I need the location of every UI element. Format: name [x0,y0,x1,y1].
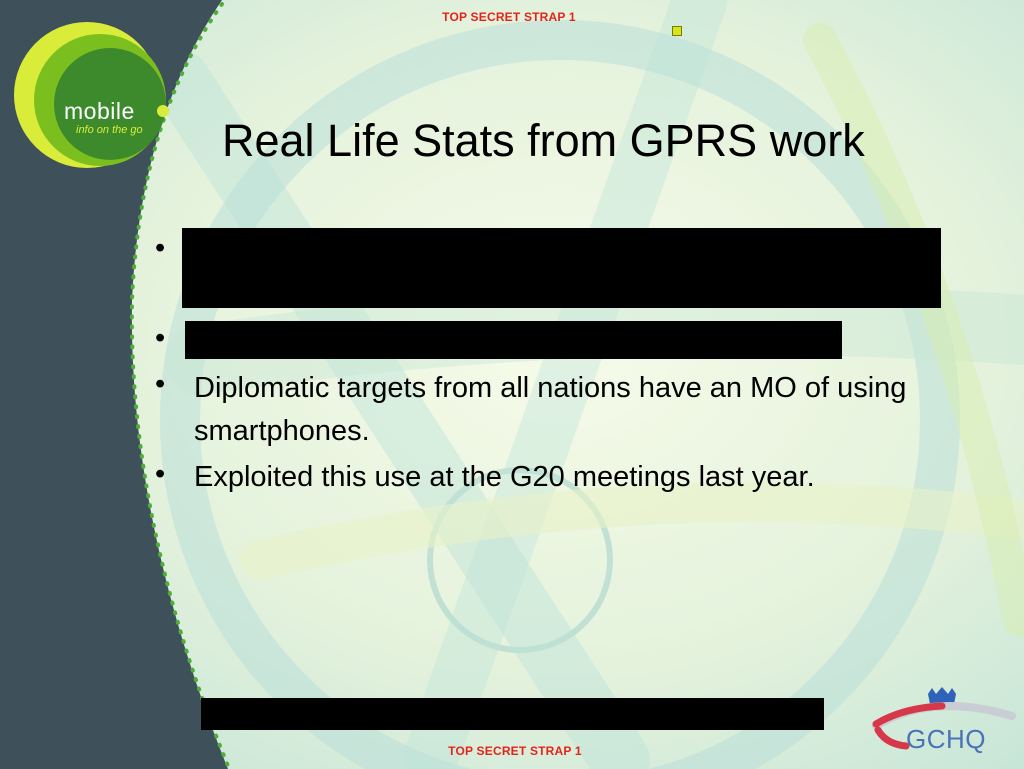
bullet-text: Exploited this use at the G20 meetings l… [194,461,815,493]
redaction-block [182,228,941,308]
bullet-marker: • [155,322,166,354]
gchq-wordmark: GCHQ [906,724,986,754]
mobile-logo [14,22,169,168]
redaction-block [185,321,842,359]
gchq-logo [872,687,1016,750]
bullet-marker: • [155,458,166,490]
dotted-curve [129,2,230,768]
bullet-marker: • [155,232,166,264]
footer-redaction-block [201,698,824,730]
slide-title: Real Life Stats from GPRS work [222,115,865,166]
sidebar-panel [0,0,228,769]
logo-wordmark: mobile [64,98,135,124]
bullet-text: Diplomatic targets from all nations have… [194,372,907,447]
background-swirl [150,0,1024,769]
classification-bottom: TOP SECRET STRAP 1 [448,744,582,758]
classification-top: TOP SECRET STRAP 1 [442,10,576,24]
logo-tagline: info on the go [76,124,143,136]
bullet-marker: • [155,368,166,400]
placeholder-marker-icon [672,26,682,36]
